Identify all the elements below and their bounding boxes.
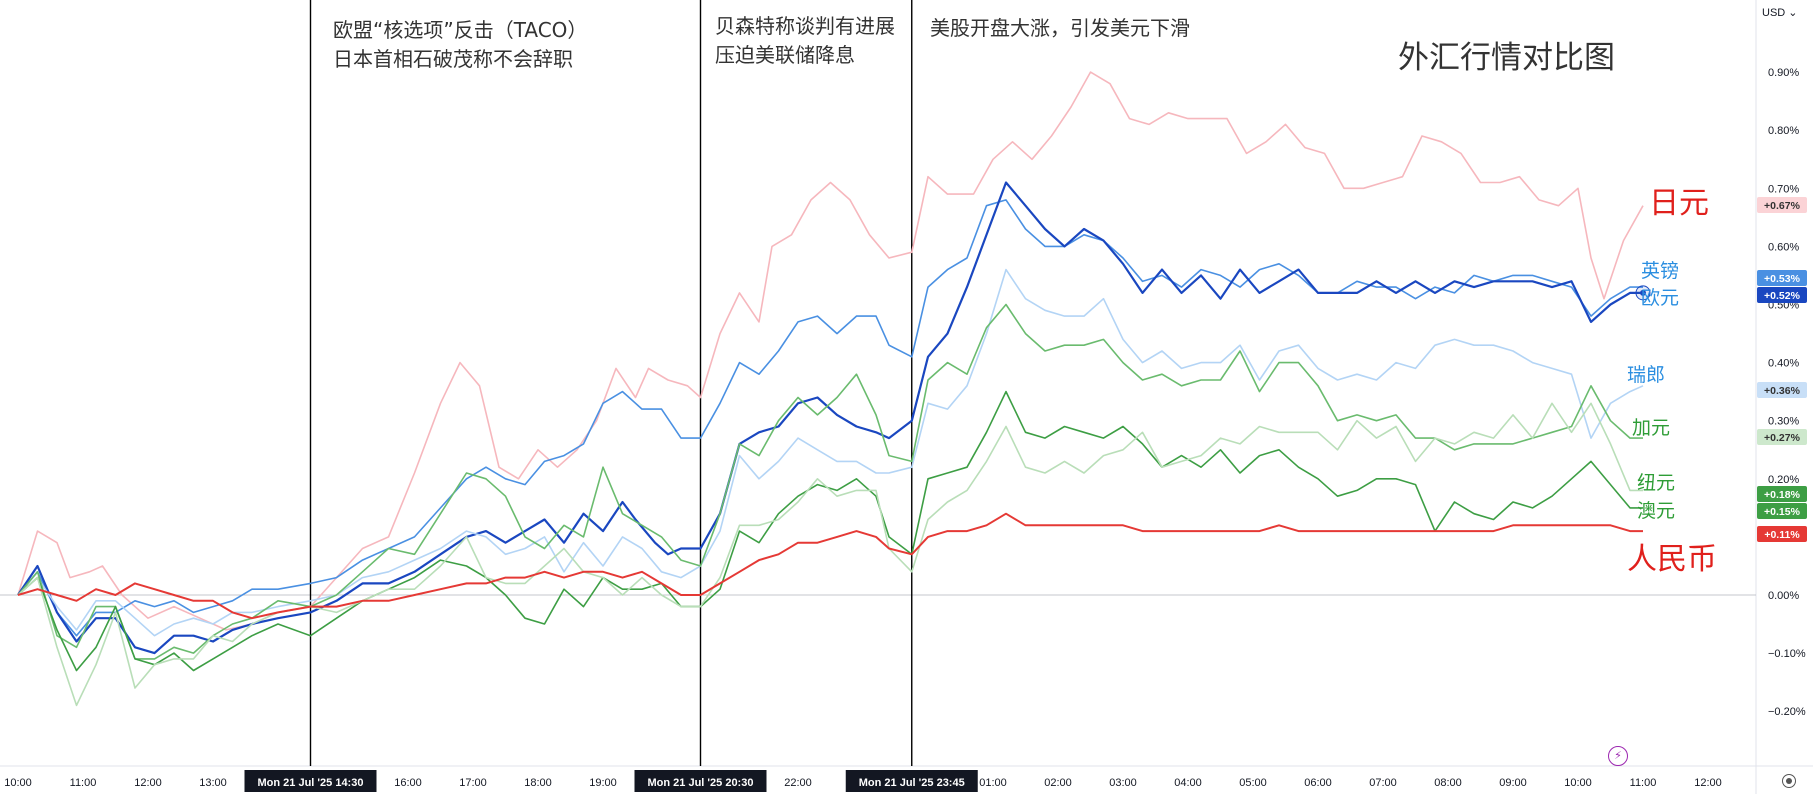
x-tick-label: 12:00 bbox=[1694, 777, 1722, 789]
y-tick-label: 0.00% bbox=[1768, 590, 1799, 602]
x-tick-highlight-bg bbox=[845, 770, 978, 792]
last-value-text-cad: +0.27% bbox=[1764, 432, 1801, 444]
currency-dropdown-button[interactable]: USD ⌄ bbox=[1762, 6, 1798, 19]
last-value-badge-eur bbox=[1757, 287, 1807, 303]
annotation-2: 贝森特称谈判有进展 压迫美联储降息 bbox=[715, 12, 895, 70]
y-tick-label: 0.20% bbox=[1768, 474, 1799, 486]
series-line-aud[interactable] bbox=[17, 402, 1643, 707]
series-line-cny[interactable] bbox=[17, 512, 1643, 620]
x-tick-label: 13:00 bbox=[199, 777, 227, 789]
x-tick-label: Mon 21 Jul '25 23:45 bbox=[859, 777, 965, 789]
annotation-1-line2: 日本首相石破茂称不会辞职 bbox=[333, 47, 573, 71]
x-tick-label: 09:00 bbox=[1499, 777, 1527, 789]
y-tick-label: 0.40% bbox=[1768, 358, 1799, 370]
x-tick-label: 19:00 bbox=[589, 777, 617, 789]
annotation-3-line1: 美股开盘大涨，引发美元下滑 bbox=[930, 16, 1190, 40]
x-tick-label: 12:00 bbox=[134, 777, 162, 789]
label-cad: 加元 bbox=[1632, 417, 1671, 439]
last-point-dot bbox=[1640, 289, 1646, 296]
x-tick-highlight-bg bbox=[634, 770, 767, 792]
x-tick-label: 07:00 bbox=[1369, 777, 1397, 789]
series-line-chf[interactable] bbox=[17, 268, 1644, 637]
x-tick-label: 18:00 bbox=[524, 777, 552, 789]
annotation-1: 欧盟“核选项”反击（TACO） 日本首相石破茂称不会辞职 bbox=[333, 16, 587, 74]
last-value-text-chf: +0.36% bbox=[1764, 385, 1801, 397]
annotation-2-line1: 贝森特称谈判有进展 bbox=[715, 14, 895, 38]
last-value-badge-jpy bbox=[1757, 197, 1807, 213]
series-line-nzd[interactable] bbox=[17, 390, 1643, 672]
last-value-badge-chf bbox=[1757, 382, 1807, 398]
x-tick-label: 22:00 bbox=[784, 777, 812, 789]
y-tick-label: −0.10% bbox=[1768, 648, 1806, 660]
series-line-cad[interactable] bbox=[17, 303, 1643, 660]
last-value-badge-nzd bbox=[1757, 486, 1807, 502]
currency-dropdown-label: USD bbox=[1762, 7, 1786, 19]
y-tick-label: 0.70% bbox=[1768, 183, 1799, 195]
x-tick-label: 03:00 bbox=[1109, 777, 1137, 789]
last-value-text-nzd: +0.18% bbox=[1764, 489, 1801, 501]
x-tick-label: 11:00 bbox=[70, 777, 97, 789]
last-value-badge-aud bbox=[1757, 503, 1807, 519]
last-value-text-eur: +0.52% bbox=[1764, 290, 1801, 302]
x-tick-label: 16:00 bbox=[394, 777, 422, 789]
y-tick-label: 0.80% bbox=[1768, 125, 1799, 137]
last-value-text-cny: +0.11% bbox=[1764, 529, 1800, 541]
annotation-3: 美股开盘大涨，引发美元下滑 bbox=[930, 14, 1190, 43]
label-eur: 欧元 bbox=[1641, 287, 1680, 309]
last-value-text-aud: +0.15% bbox=[1764, 506, 1801, 518]
x-tick-label: 05:00 bbox=[1239, 777, 1267, 789]
x-tick-label: 01:00 bbox=[979, 777, 1007, 789]
x-tick-label: 17:00 bbox=[459, 777, 487, 789]
label-gbp: 英镑 bbox=[1641, 260, 1680, 282]
annotation-1-line1: 欧盟“核选项”反击（TACO） bbox=[333, 18, 588, 42]
label-jpy: 日元 bbox=[1649, 186, 1709, 221]
last-value-text-gbp: +0.53% bbox=[1764, 273, 1801, 285]
y-tick-label: −0.20% bbox=[1768, 706, 1806, 718]
series-line-jpy[interactable] bbox=[17, 71, 1644, 631]
x-tick-label: 11:00 bbox=[1630, 777, 1657, 789]
y-tick-label: 0.60% bbox=[1768, 241, 1799, 253]
lightning-icon[interactable]: ⚡ bbox=[1608, 746, 1628, 766]
x-tick-label: 06:00 bbox=[1304, 777, 1332, 789]
annotation-2-line2: 压迫美联储降息 bbox=[715, 43, 855, 67]
last-value-badge-cad bbox=[1757, 429, 1807, 445]
x-tick-label: Mon 21 Jul '25 14:30 bbox=[258, 777, 364, 789]
label-nzd: 纽元 bbox=[1637, 472, 1676, 494]
last-value-badge-cny bbox=[1757, 526, 1807, 542]
x-tick-label: 10:00 bbox=[1564, 777, 1592, 789]
x-tick-label: 04:00 bbox=[1174, 777, 1202, 789]
x-tick-label: Mon 21 Jul '25 20:30 bbox=[648, 777, 754, 789]
label-aud: 澳元 bbox=[1637, 500, 1676, 522]
x-tick-label: 02:00 bbox=[1044, 777, 1072, 789]
gear-icon[interactable] bbox=[1782, 774, 1796, 788]
last-value-text-jpy: +0.67% bbox=[1764, 200, 1801, 212]
label-cny: 人民币 bbox=[1627, 542, 1717, 577]
chevron-down-icon: ⌄ bbox=[1788, 7, 1798, 19]
x-tick-label: 08:00 bbox=[1434, 777, 1462, 789]
x-tick-label: 10:00 bbox=[4, 777, 32, 789]
label-chf: 瑞郎 bbox=[1627, 364, 1666, 386]
last-value-badge-gbp bbox=[1757, 270, 1807, 286]
series-line-eur[interactable] bbox=[17, 181, 1643, 655]
chart-title: 外汇行情对比图 bbox=[1398, 40, 1615, 76]
x-tick-highlight-bg bbox=[244, 770, 377, 792]
y-tick-label: 0.90% bbox=[1768, 67, 1799, 79]
y-tick-label: 0.30% bbox=[1768, 416, 1799, 428]
